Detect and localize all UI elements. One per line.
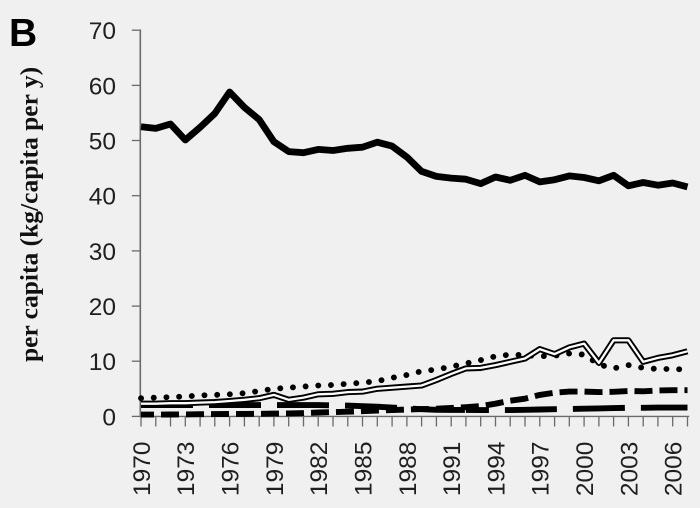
svg-text:1982: 1982 — [306, 442, 333, 497]
svg-text:2000: 2000 — [572, 442, 599, 497]
svg-text:1979: 1979 — [262, 442, 289, 497]
svg-text:50: 50 — [89, 128, 116, 155]
svg-text:2003: 2003 — [616, 442, 643, 497]
svg-text:1973: 1973 — [173, 442, 200, 497]
svg-text:1970: 1970 — [129, 442, 156, 497]
svg-text:1991: 1991 — [439, 442, 466, 497]
svg-text:10: 10 — [89, 349, 116, 376]
svg-text:30: 30 — [89, 239, 116, 266]
svg-text:70: 70 — [89, 18, 116, 45]
svg-text:0: 0 — [102, 404, 116, 431]
svg-text:1997: 1997 — [528, 442, 555, 497]
svg-text:1976: 1976 — [218, 442, 245, 497]
svg-text:40: 40 — [89, 184, 116, 211]
svg-text:60: 60 — [89, 73, 116, 100]
svg-text:1988: 1988 — [395, 442, 422, 497]
svg-text:per capita (kg/capita per y): per capita (kg/capita per y) — [15, 67, 44, 362]
svg-text:20: 20 — [89, 294, 116, 321]
svg-text:1994: 1994 — [483, 442, 510, 497]
svg-text:2006: 2006 — [661, 442, 688, 497]
svg-text:1985: 1985 — [350, 442, 377, 497]
